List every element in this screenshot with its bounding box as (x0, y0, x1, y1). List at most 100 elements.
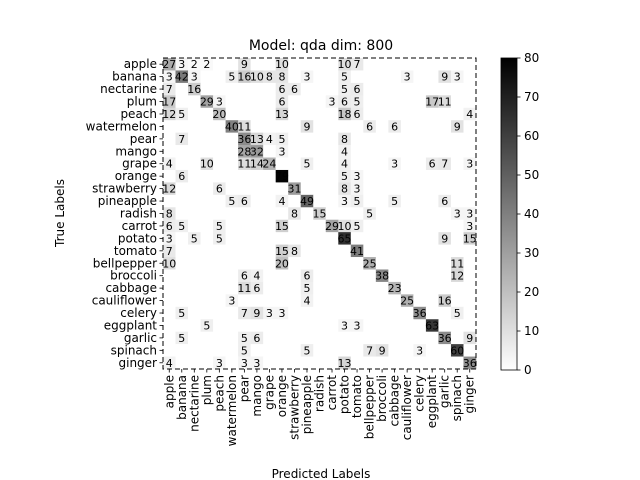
heatmap-cell (200, 207, 214, 221)
heatmap-cell (375, 120, 389, 133)
heatmap-cell (363, 58, 377, 71)
cell-value-label: 6 (253, 282, 260, 295)
x-tick-label: strawberry (287, 375, 301, 440)
heatmap-cell (188, 257, 201, 270)
cell-value-label: 3 (466, 158, 473, 171)
heatmap-cell (375, 107, 389, 121)
heatmap-cell (400, 107, 414, 121)
heatmap-cell (400, 120, 414, 133)
heatmap-cell (250, 232, 264, 245)
heatmap-cell (250, 294, 264, 308)
heatmap-cell (338, 169, 352, 183)
heatmap-cell (163, 95, 176, 109)
heatmap-cell (213, 120, 226, 133)
heatmap-cell (275, 294, 289, 308)
heatmap-cell (450, 194, 464, 208)
x-tick-label: garlic (438, 375, 452, 408)
heatmap-cell (388, 232, 402, 245)
heatmap-cell (450, 344, 464, 357)
cell-value-label: 32 (250, 145, 264, 158)
heatmap-cell (363, 319, 377, 332)
heatmap-cell (350, 356, 364, 370)
heatmap-cell (450, 70, 464, 84)
heatmap-cell (388, 331, 402, 345)
cell-value-label: 5 (278, 133, 285, 146)
cell-value-label: 3 (329, 96, 336, 109)
colorbar-tick-label: 0 (524, 363, 532, 377)
x-tick-label: pineapple (300, 375, 314, 434)
heatmap-cell (325, 70, 339, 84)
heatmap-cell (438, 70, 452, 84)
heatmap-cell (450, 207, 464, 221)
heatmap-cell (175, 344, 189, 357)
heatmap-cell (400, 132, 414, 146)
heatmap-cell (350, 82, 364, 96)
cell-value-label: 5 (303, 344, 310, 357)
heatmap-cell (250, 157, 264, 171)
heatmap-cell (338, 207, 352, 221)
y-tick-label: tomato (114, 244, 157, 258)
x-tick-label: spinach (450, 375, 464, 421)
heatmap-cell (325, 157, 339, 171)
heatmap-cell (225, 132, 239, 146)
cell-value-label: 6 (341, 96, 348, 109)
heatmap-cell (175, 95, 189, 109)
heatmap-cell (413, 331, 427, 345)
cell-value-label: 13 (275, 108, 289, 121)
heatmap-cell (200, 145, 214, 158)
heatmap-cell (350, 306, 364, 320)
heatmap-cell (250, 132, 264, 146)
cell-value-label: 5 (241, 344, 248, 357)
heatmap-cell (400, 82, 414, 96)
heatmap-cell (425, 306, 439, 320)
heatmap-cell (200, 169, 214, 183)
heatmap-cell (400, 145, 414, 158)
cell-value-label: 3 (454, 208, 461, 221)
heatmap-cell (388, 207, 402, 221)
cell-value-label: 4 (341, 145, 348, 158)
heatmap-cell (250, 219, 264, 233)
heatmap-cell (275, 182, 289, 196)
heatmap-cell (200, 194, 214, 208)
heatmap-cell (325, 132, 339, 146)
heatmap-cell (213, 182, 226, 196)
heatmap-cell (413, 120, 427, 133)
cell-value-label: 18 (338, 108, 352, 121)
x-tick-label: cauliflower (400, 375, 414, 440)
cell-value-label: 6 (441, 195, 448, 208)
heatmap-cell (325, 232, 339, 245)
heatmap-cell (350, 194, 364, 208)
heatmap-cell (350, 157, 364, 171)
heatmap-cell (450, 219, 464, 233)
heatmap-cell (438, 120, 452, 133)
heatmap-cell (313, 344, 327, 357)
heatmap-cell (413, 182, 427, 196)
heatmap-cell (338, 120, 352, 133)
heatmap-cell (163, 132, 176, 146)
heatmap-cell (213, 58, 226, 71)
heatmap-cell (363, 95, 377, 109)
heatmap-cell (450, 58, 464, 71)
heatmap-cell (300, 107, 314, 121)
heatmap-cell (175, 169, 189, 183)
heatmap-cell (463, 219, 477, 233)
cell-value-label: 5 (178, 332, 185, 345)
cell-value-label: 3 (178, 58, 185, 71)
heatmap-cell (175, 269, 189, 283)
heatmap-cell (413, 58, 427, 71)
heatmap-cell (375, 356, 389, 370)
heatmap-cell (288, 132, 302, 146)
heatmap-cell (225, 58, 239, 71)
cell-value-label: 12 (162, 183, 176, 196)
heatmap-cell (463, 232, 477, 245)
heatmap-cell (250, 82, 264, 96)
heatmap-cell (263, 194, 276, 208)
cell-value-label: 6 (429, 158, 436, 171)
heatmap-cell (363, 232, 377, 245)
cell-value-label: 3 (404, 71, 411, 84)
heatmap-cell (438, 95, 452, 109)
cell-value-label: 5 (228, 71, 235, 84)
heatmap-cell (313, 207, 327, 221)
heatmap-cell (163, 169, 176, 183)
heatmap-cell (188, 232, 201, 245)
